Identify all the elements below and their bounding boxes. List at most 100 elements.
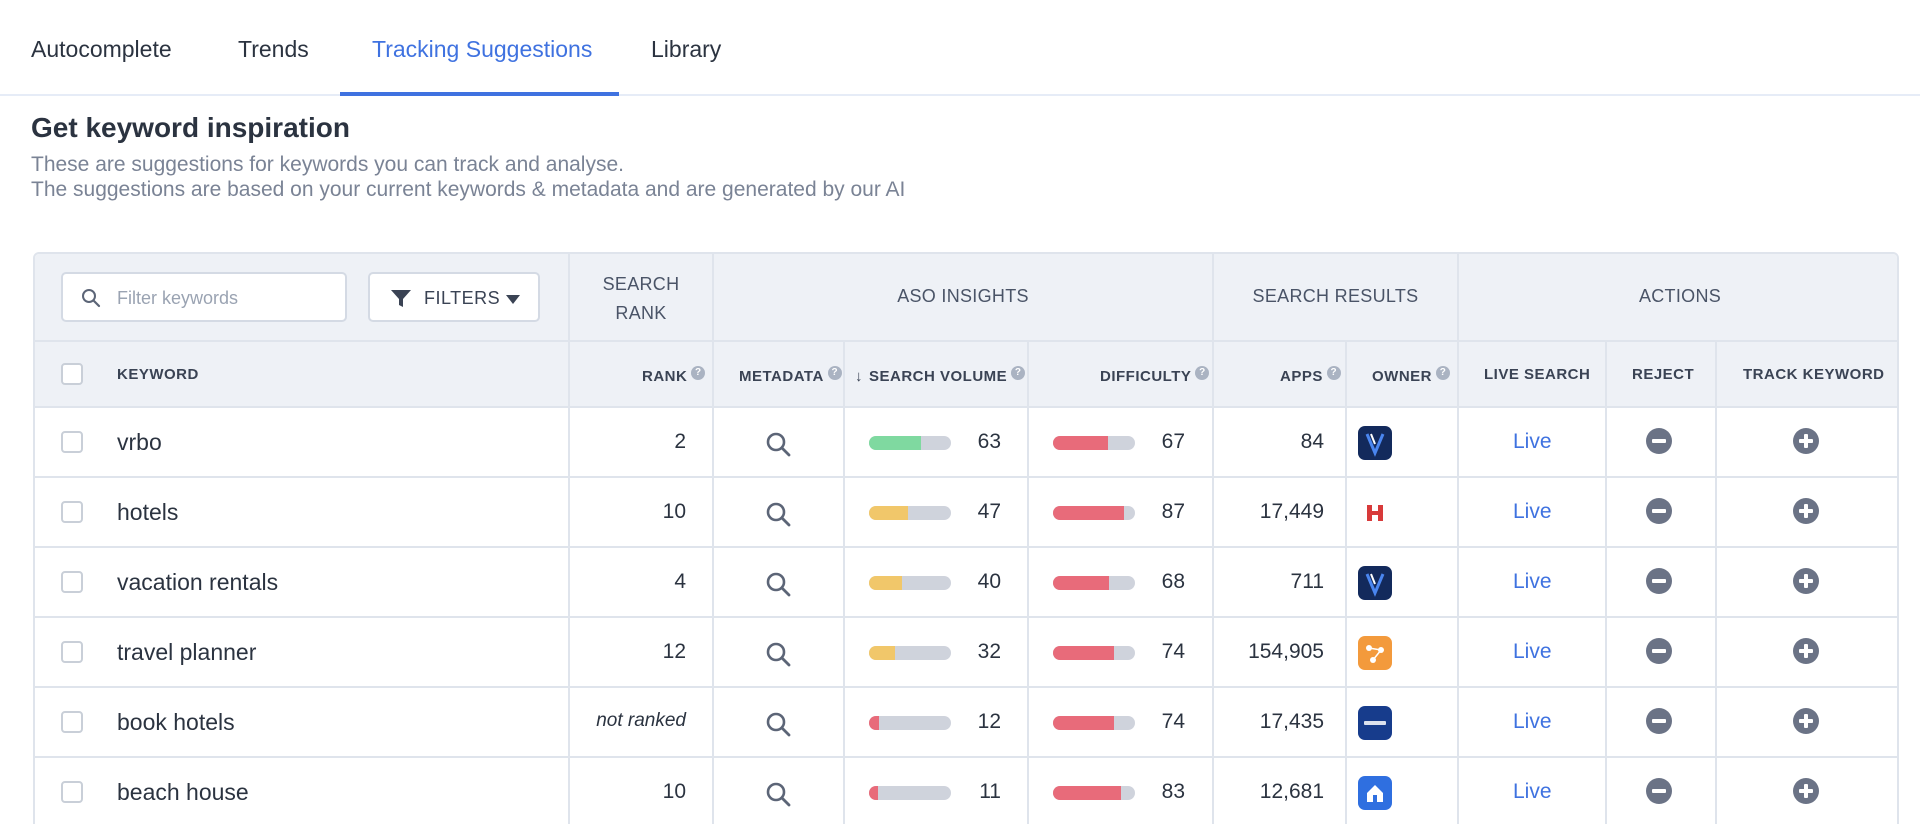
reject-minus-icon[interactable] — [1646, 708, 1672, 734]
row-checkbox[interactable] — [61, 641, 83, 663]
tab-tracking-suggestions[interactable]: Tracking Suggestions — [372, 36, 593, 62]
col-metadata-label: METADATA — [739, 368, 824, 385]
home-app-icon[interactable] — [1358, 776, 1392, 810]
reject-minus-icon[interactable] — [1646, 498, 1672, 524]
live-search-link[interactable]: Live — [1513, 780, 1552, 803]
keyword-text: vrbo — [117, 429, 162, 455]
col-track-keyword-label: TRACK KEYWORD — [1743, 366, 1885, 383]
keyword-text: beach house — [117, 779, 249, 805]
col-owner: OWNER? — [1372, 366, 1450, 385]
row-checkbox[interactable] — [61, 501, 83, 523]
col-reject: REJECT — [1632, 366, 1694, 383]
track-plus-icon[interactable] — [1793, 568, 1819, 594]
row-checkbox[interactable] — [61, 431, 83, 453]
search-icon[interactable] — [765, 641, 791, 667]
vrbo-app-icon[interactable] — [1358, 426, 1392, 460]
apps-count: 711 — [1290, 570, 1324, 593]
col-live-search: LIVE SEARCH — [1484, 366, 1590, 383]
tab-trends[interactable]: Trends — [238, 36, 309, 62]
rank-value: not ranked — [596, 710, 686, 731]
live-search-link[interactable]: Live — [1513, 640, 1552, 663]
search-icon[interactable] — [765, 781, 791, 807]
col-owner-label: OWNER — [1372, 368, 1432, 385]
reject-minus-icon[interactable] — [1646, 778, 1672, 804]
live-search-link[interactable]: Live — [1513, 500, 1552, 523]
track-plus-icon[interactable] — [1793, 498, 1819, 524]
help-icon[interactable]: ? — [1195, 366, 1210, 380]
col-live-search-label: LIVE SEARCH — [1484, 366, 1591, 383]
difficulty-bar — [1053, 576, 1135, 590]
apps-count: 17,435 — [1259, 710, 1324, 733]
reject-minus-icon[interactable] — [1646, 568, 1672, 594]
travel-planner-app-icon[interactable] — [1358, 636, 1392, 670]
col-difficulty: DIFFICULTY? — [1100, 366, 1210, 385]
col-keyword-label: KEYWORD — [117, 366, 199, 383]
row-checkbox[interactable] — [61, 711, 83, 733]
difficulty-bar-fill — [1053, 786, 1122, 800]
search-volume-bar — [869, 716, 951, 730]
search-icon[interactable] — [765, 431, 791, 457]
search-volume-bar — [869, 436, 951, 450]
group-search-results: SEARCH RESULTS — [1252, 286, 1419, 306]
difficulty-value: 83 — [1161, 780, 1185, 803]
filters-button-label: FILTERS — [424, 288, 501, 308]
keyword-text: hotels — [117, 499, 179, 525]
hotels-app-icon[interactable] — [1358, 496, 1392, 530]
vrbo-app-icon[interactable] — [1358, 566, 1392, 600]
track-plus-icon[interactable] — [1793, 638, 1819, 664]
active-tab-indicator — [340, 92, 619, 96]
search-volume-value: 40 — [977, 570, 1001, 593]
difficulty-value: 68 — [1161, 570, 1185, 593]
search-volume-value: 32 — [977, 640, 1001, 663]
track-plus-icon[interactable] — [1793, 778, 1819, 804]
reject-minus-icon[interactable] — [1646, 638, 1672, 664]
search-icon — [82, 289, 101, 308]
difficulty-value: 74 — [1161, 710, 1185, 733]
col-search-volume-label: SEARCH VOLUME — [869, 368, 1008, 385]
track-plus-icon[interactable] — [1793, 708, 1819, 734]
search-volume-value: 63 — [977, 430, 1001, 453]
select-all-checkbox[interactable] — [61, 363, 83, 385]
search-volume-bar-fill — [869, 786, 879, 800]
booking-app-icon[interactable] — [1358, 706, 1392, 740]
help-icon[interactable]: ? — [827, 366, 842, 380]
difficulty-bar-fill — [1053, 716, 1114, 730]
search-volume-value: 11 — [979, 780, 1001, 803]
help-icon[interactable]: ? — [691, 366, 706, 380]
search-volume-bar — [869, 786, 951, 800]
rank-value: 10 — [662, 780, 686, 803]
help-icon[interactable]: ? — [1011, 366, 1026, 380]
difficulty-value: 87 — [1161, 500, 1185, 523]
search-volume-value: 12 — [977, 710, 1001, 733]
keyword-text: book hotels — [117, 709, 235, 735]
live-search-link[interactable]: Live — [1513, 430, 1552, 453]
page-description-line-1: These are suggestions for keywords you c… — [31, 153, 624, 176]
col-track-keyword: TRACK KEYWORD — [1743, 366, 1885, 383]
apps-count: 84 — [1300, 430, 1324, 453]
search-icon[interactable] — [765, 711, 791, 737]
row-checkbox[interactable] — [61, 781, 83, 803]
search-volume-bar — [869, 646, 951, 660]
search-volume-bar — [869, 506, 951, 520]
col-metadata: METADATA? — [739, 366, 842, 385]
live-search-link[interactable]: Live — [1513, 710, 1552, 733]
group-search-rank: SEARCH RANK — [570, 270, 712, 328]
col-search-volume[interactable]: ↓ SEARCH VOLUME? — [855, 366, 1026, 385]
group-search-rank-line-2: RANK — [615, 303, 667, 323]
track-plus-icon[interactable] — [1793, 428, 1819, 454]
tab-autocomplete[interactable]: Autocomplete — [31, 36, 172, 62]
help-icon[interactable]: ? — [1436, 366, 1450, 380]
apps-count: 17,449 — [1259, 500, 1324, 523]
help-icon[interactable]: ? — [1326, 366, 1341, 380]
filters-button[interactable]: FILTERS — [368, 272, 540, 322]
filter-keywords-input[interactable] — [117, 286, 337, 310]
difficulty-bar — [1053, 716, 1135, 730]
tab-library[interactable]: Library — [651, 36, 722, 62]
search-icon[interactable] — [765, 571, 791, 597]
row-checkbox[interactable] — [61, 571, 83, 593]
reject-minus-icon[interactable] — [1646, 428, 1672, 454]
live-search-link[interactable]: Live — [1513, 570, 1552, 593]
search-icon[interactable] — [765, 501, 791, 527]
apps-count: 12,681 — [1259, 780, 1324, 803]
search-volume-value: 47 — [977, 500, 1001, 523]
